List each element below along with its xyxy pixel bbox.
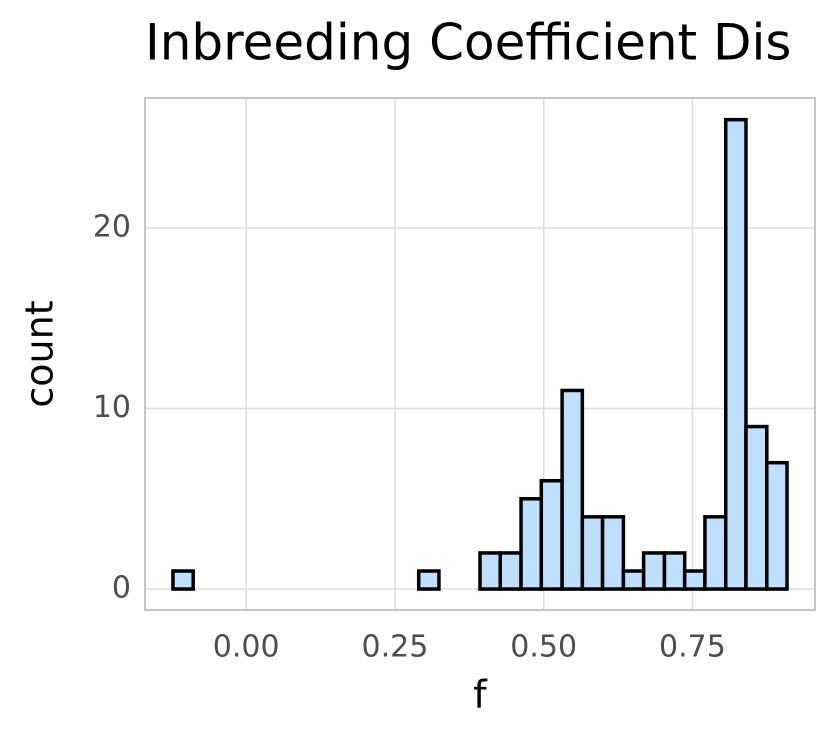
bar: [171, 569, 195, 591]
x-axis-label: f: [473, 673, 488, 717]
bar: [539, 478, 564, 591]
bar: [723, 117, 748, 591]
bar: [682, 569, 707, 591]
bar: [478, 551, 502, 591]
bar: [662, 551, 687, 591]
bar: [600, 515, 626, 591]
bar: [703, 515, 728, 591]
bar: [416, 569, 441, 591]
bar: [498, 551, 523, 591]
bar: [580, 515, 605, 591]
bar: [744, 424, 769, 591]
x-tick-label: 0.75: [659, 630, 726, 665]
y-axis-label: count: [18, 300, 62, 407]
bar: [641, 551, 667, 591]
plot-border: [144, 97, 816, 611]
bar: [560, 388, 585, 591]
bar: [519, 497, 544, 591]
y-tick-label: 10: [93, 390, 131, 425]
x-tick-label: 0.25: [362, 630, 429, 665]
x-tick-label: 0.00: [213, 630, 280, 665]
chart-title: Inbreeding Coefficient Dis: [145, 14, 791, 72]
y-tick-label: 0: [112, 571, 131, 606]
bar: [765, 460, 789, 591]
y-tick-label: 20: [93, 209, 131, 244]
bar: [621, 569, 646, 591]
x-tick-label: 0.50: [510, 630, 577, 665]
